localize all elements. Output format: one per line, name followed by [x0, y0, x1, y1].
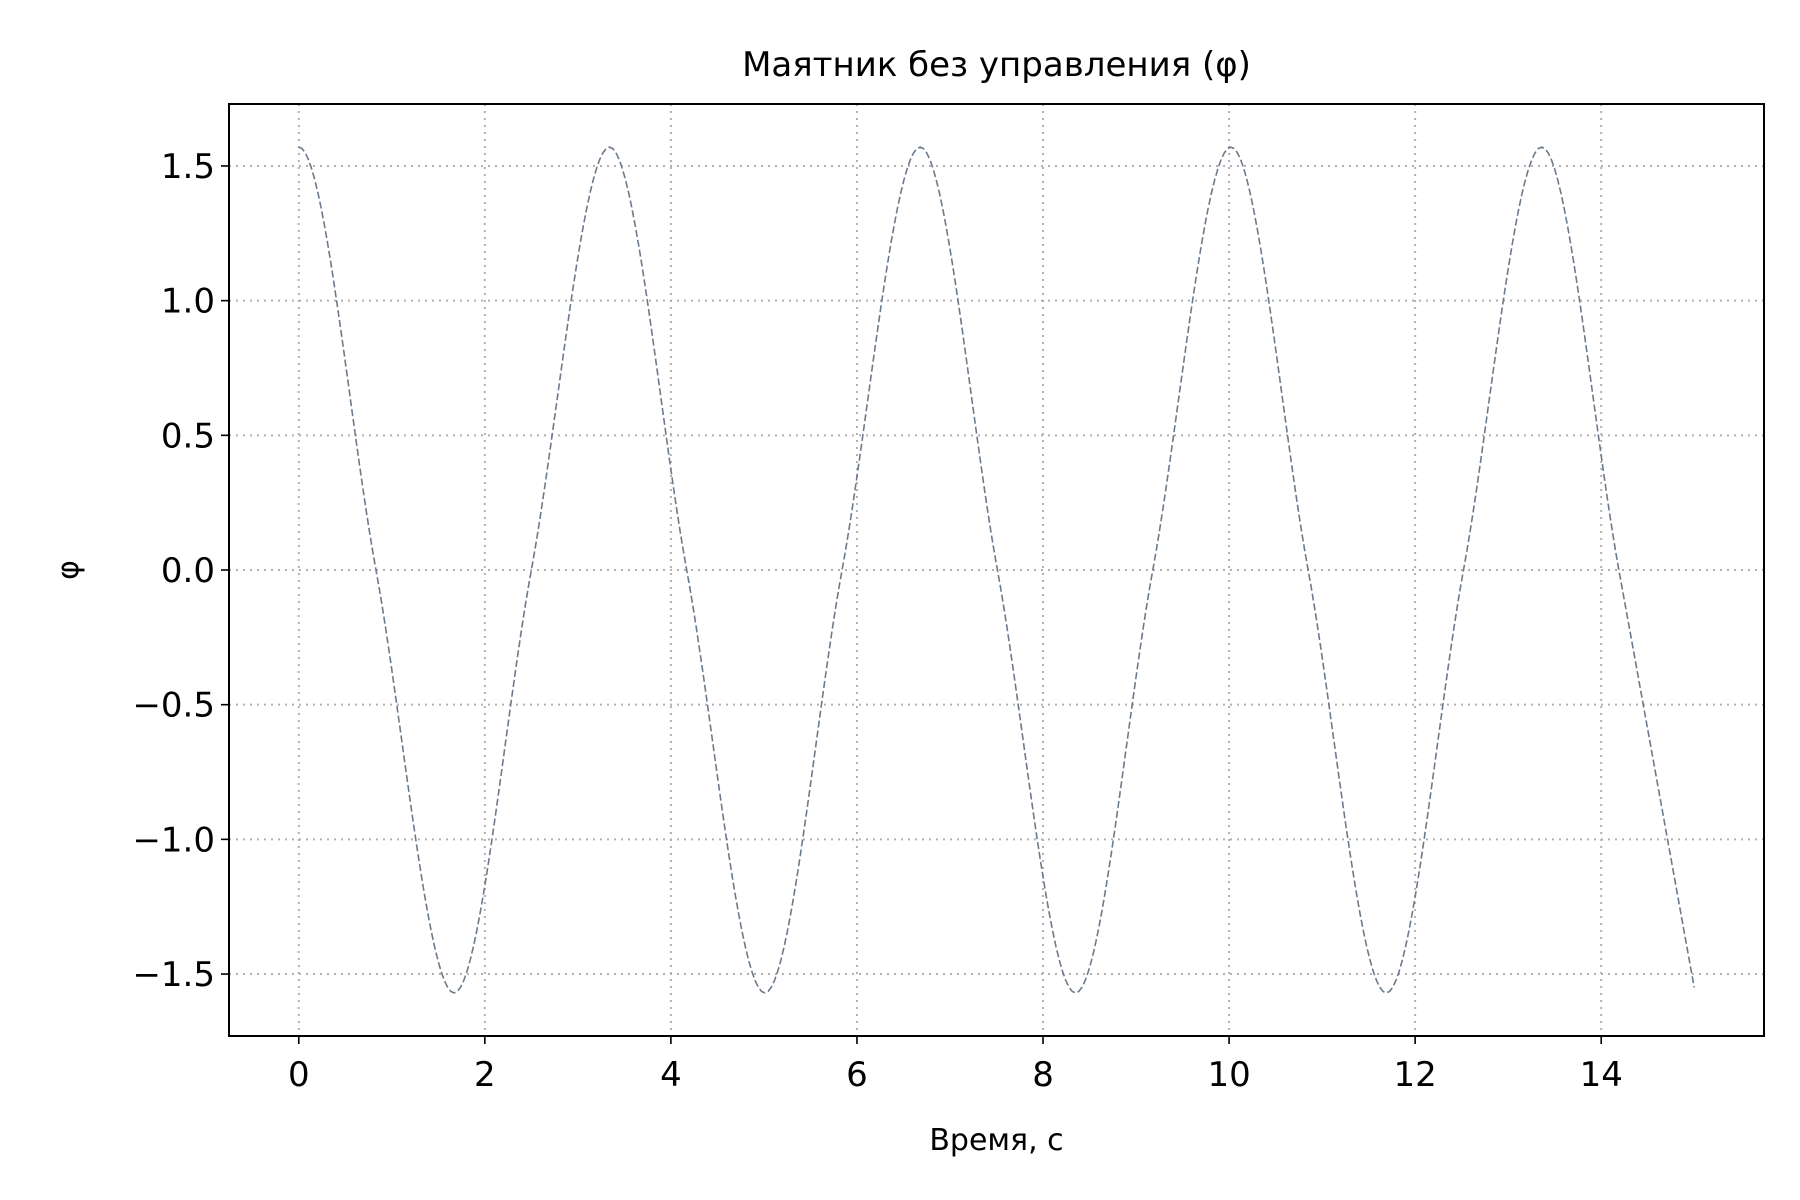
series-line-0 [298, 146, 1696, 994]
x-tick-label: 14 [1580, 1055, 1623, 1095]
y-tick-label: −1.0 [132, 820, 215, 860]
x-axis-label: Время, с [929, 1123, 1063, 1158]
ticks-layer: 0 2 4 6 8 10 12 14 1.5 1.0 0.5 0.0 −0.5 −1.0 −1.5 [132, 147, 1622, 1095]
y-tick-label: 0.5 [161, 416, 215, 456]
x-tick-label: 8 [1032, 1055, 1054, 1095]
y-tick-label: 1.5 [161, 147, 215, 187]
x-tick-label: 6 [846, 1055, 868, 1095]
grid-layer [229, 104, 1764, 1036]
y-tick-label: −1.5 [132, 955, 215, 995]
y-tick-label: 0.0 [161, 551, 215, 591]
y-axis-label: φ [51, 560, 86, 580]
chart-title: Маятник без управления (φ) [742, 45, 1251, 85]
plot-frame [228, 103, 1765, 1037]
x-tick-label: 2 [474, 1055, 496, 1095]
y-tick-label: 1.0 [161, 282, 215, 322]
x-tick-label: 10 [1207, 1055, 1250, 1095]
x-tick-label: 12 [1394, 1055, 1437, 1095]
y-tick-label: −0.5 [132, 686, 215, 726]
x-tick-label: 0 [288, 1055, 310, 1095]
x-tick-label: 4 [660, 1055, 682, 1095]
series-layer [298, 146, 1696, 994]
